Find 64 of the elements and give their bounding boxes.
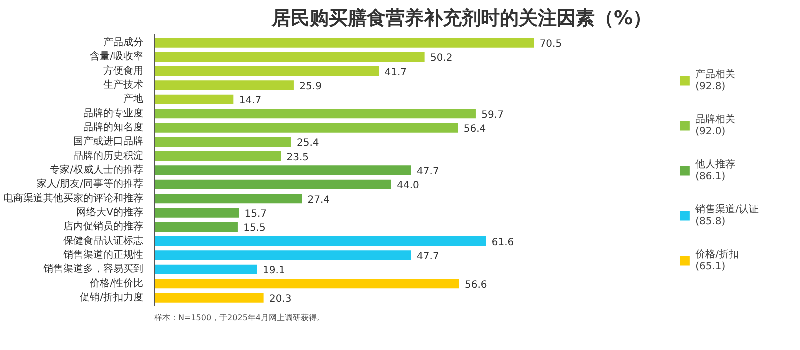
bar — [154, 208, 240, 218]
y-tick-label: 家人/朋友/同事等的推荐 — [36, 178, 144, 190]
y-tick-label: 产地 — [124, 93, 144, 106]
bar — [154, 279, 460, 289]
y-tick-label: 国产或进口品牌 — [74, 136, 144, 148]
bar — [154, 222, 238, 232]
data-label: 25.4 — [296, 138, 320, 150]
bar — [154, 250, 412, 260]
bar — [154, 180, 392, 190]
data-label: 15.5 — [244, 223, 266, 234]
data-label: 41.7 — [384, 67, 408, 78]
bar — [154, 236, 486, 246]
data-label: 20.3 — [270, 294, 292, 305]
legend-label: 他人推荐 (86.1) — [696, 158, 736, 182]
bar — [154, 166, 412, 176]
y-tick-label: 销售渠道多，容易买到 — [42, 263, 144, 276]
bar — [154, 293, 264, 303]
data-label: 27.4 — [308, 194, 330, 206]
chart-title: 居民购买膳食营养补充剂时的关注因素（%） — [270, 8, 652, 30]
bar — [154, 264, 258, 274]
y-tick-label: 促销/折扣力度 — [80, 292, 144, 304]
legend-label: 品牌相关 (92.0) — [696, 113, 736, 138]
y-tick-label: 店内促销员的推荐 — [64, 220, 144, 233]
y-tick-label: 价格/性价比 — [89, 277, 144, 290]
data-label: 25.9 — [300, 82, 322, 92]
legend-label: 价格/折扣 (65.1) — [696, 248, 739, 272]
bar — [154, 52, 425, 62]
data-label: 59.7 — [482, 110, 504, 121]
data-label: 56.6 — [464, 280, 488, 291]
legend-label: 销售渠道/认证 (85.8) — [696, 203, 759, 228]
bar — [154, 137, 292, 147]
y-tick-label: 品牌的知名度 — [84, 122, 144, 134]
data-label: 15.7 — [244, 209, 267, 220]
y-tick-label: 电商渠道其他买家的评论和推荐 — [4, 192, 144, 204]
data-label: 14.7 — [239, 96, 262, 107]
bar — [154, 194, 302, 204]
data-label: 47.7 — [417, 252, 440, 262]
y-tick-label: 含量/吸收率 — [90, 50, 144, 63]
data-label: 47.7 — [417, 166, 440, 178]
legend-label: 产品相关 (92.8) — [696, 68, 736, 92]
bar — [154, 152, 282, 162]
bar — [154, 94, 234, 104]
y-tick-label: 品牌的历史积淀 — [74, 150, 144, 162]
y-tick-label: 生产技术 — [104, 79, 144, 91]
y-tick-label: 销售渠道的正规性 — [62, 249, 144, 261]
y-tick-label: 方便食用 — [104, 64, 144, 77]
y-tick-label: 产品成分 — [104, 36, 144, 48]
data-label: 56.4 — [464, 124, 486, 135]
data-label: 19.1 — [263, 266, 286, 277]
data-label: 44.0 — [397, 180, 420, 192]
bar — [154, 80, 294, 90]
y-tick-label: 保健食品认证标志 — [64, 234, 144, 247]
data-label: 70.5 — [540, 39, 562, 50]
y-tick-label: 网络大V的推荐 — [76, 206, 144, 218]
data-label: 61.6 — [492, 237, 514, 248]
bar — [154, 123, 458, 133]
bar — [154, 38, 534, 48]
y-tick-label: 品牌的专业度 — [84, 107, 144, 120]
y-tick-label: 专家/权威人士的推荐 — [50, 164, 144, 176]
data-label: 50.2 — [430, 53, 453, 64]
text: 样本：N=1500，于2025年4月网上调研获得。 — [154, 314, 325, 322]
data-label: 23.5 — [286, 152, 310, 164]
bar — [154, 109, 476, 119]
bar — [154, 66, 380, 76]
